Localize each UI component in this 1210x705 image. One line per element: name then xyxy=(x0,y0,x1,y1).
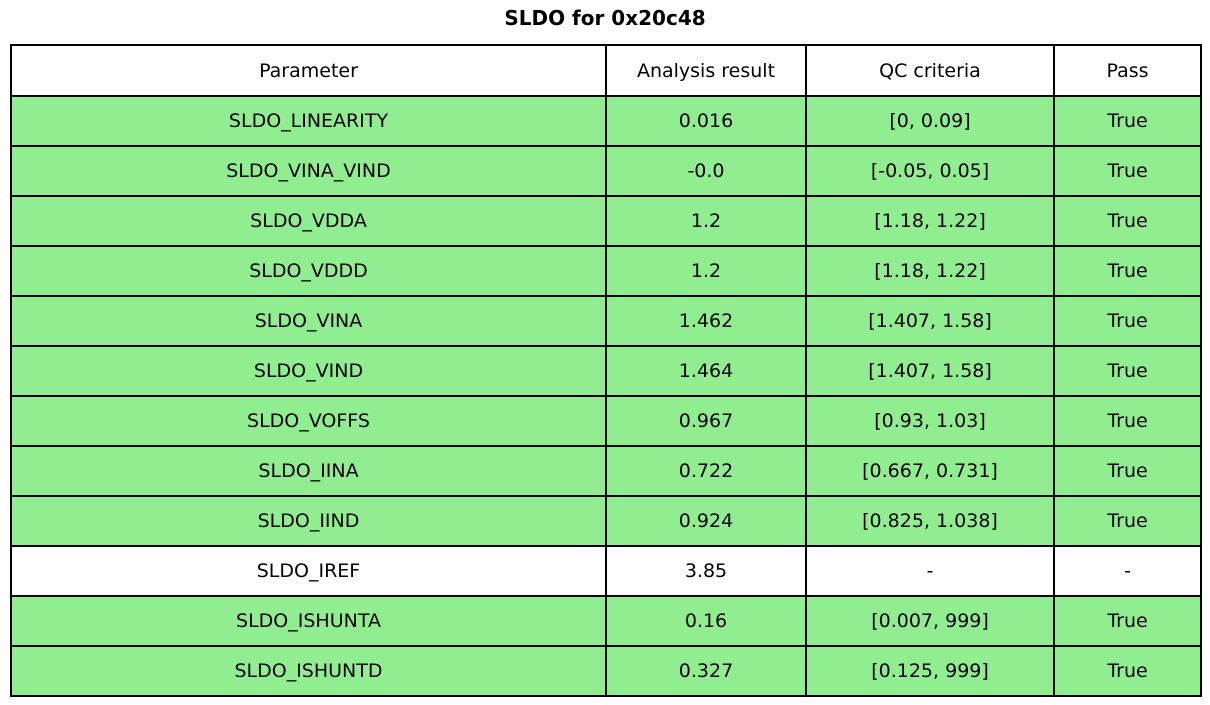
cell-parameter: SLDO_LINEARITY xyxy=(10,95,607,147)
table-row: SLDO_VOFFS 0.967 [0.93, 1.03] True xyxy=(10,395,1202,447)
cell-pass: True xyxy=(1053,195,1202,247)
cell-qc-criteria: [0.93, 1.03] xyxy=(805,395,1055,447)
col-header-qc-criteria: QC criteria xyxy=(805,44,1055,97)
cell-pass: True xyxy=(1053,95,1202,147)
cell-qc-criteria: [0.125, 999] xyxy=(805,645,1055,697)
cell-pass: True xyxy=(1053,595,1202,647)
cell-parameter: SLDO_IIND xyxy=(10,495,607,547)
cell-analysis-result: 1.2 xyxy=(605,195,807,247)
cell-analysis-result: 0.967 xyxy=(605,395,807,447)
col-header-analysis-result: Analysis result xyxy=(605,44,807,97)
cell-qc-criteria: [-0.05, 0.05] xyxy=(805,145,1055,197)
cell-parameter: SLDO_IREF xyxy=(10,545,607,597)
cell-pass: True xyxy=(1053,445,1202,497)
header-row: Parameter Analysis result QC criteria Pa… xyxy=(10,44,1202,97)
cell-parameter: SLDO_VIND xyxy=(10,345,607,397)
table-row: SLDO_IINA 0.722 [0.667, 0.731] True xyxy=(10,445,1202,497)
cell-parameter: SLDO_VDDA xyxy=(10,195,607,247)
cell-parameter: SLDO_VOFFS xyxy=(10,395,607,447)
table-row: SLDO_VDDD 1.2 [1.18, 1.22] True xyxy=(10,245,1202,297)
table-row: SLDO_ISHUNTD 0.327 [0.125, 999] True xyxy=(10,645,1202,697)
cell-pass: True xyxy=(1053,645,1202,697)
cell-qc-criteria: [0, 0.09] xyxy=(805,95,1055,147)
cell-parameter: SLDO_VDDD xyxy=(10,245,607,297)
cell-parameter: SLDO_IINA xyxy=(10,445,607,497)
cell-qc-criteria: [0.667, 0.731] xyxy=(805,445,1055,497)
cell-qc-criteria: [0.007, 999] xyxy=(805,595,1055,647)
cell-qc-criteria: [1.18, 1.22] xyxy=(805,195,1055,247)
cell-pass: True xyxy=(1053,345,1202,397)
cell-analysis-result: 0.722 xyxy=(605,445,807,497)
cell-analysis-result: 0.16 xyxy=(605,595,807,647)
table-row: SLDO_IREF 3.85 - - xyxy=(10,545,1202,597)
table-row: SLDO_IIND 0.924 [0.825, 1.038] True xyxy=(10,495,1202,547)
col-header-parameter: Parameter xyxy=(10,44,607,97)
qc-results-table: Parameter Analysis result QC criteria Pa… xyxy=(10,44,1202,697)
chart-title: SLDO for 0x20c48 xyxy=(504,6,706,30)
cell-parameter: SLDO_ISHUNTD xyxy=(10,645,607,697)
cell-qc-criteria: - xyxy=(805,545,1055,597)
col-header-pass: Pass xyxy=(1053,44,1202,97)
cell-analysis-result: 1.2 xyxy=(605,245,807,297)
cell-analysis-result: 1.464 xyxy=(605,345,807,397)
cell-qc-criteria: [1.407, 1.58] xyxy=(805,295,1055,347)
cell-analysis-result: 3.85 xyxy=(605,545,807,597)
cell-pass: True xyxy=(1053,145,1202,197)
table-row: SLDO_LINEARITY 0.016 [0, 0.09] True xyxy=(10,95,1202,147)
cell-pass: - xyxy=(1053,545,1202,597)
cell-analysis-result: 1.462 xyxy=(605,295,807,347)
cell-analysis-result: 0.327 xyxy=(605,645,807,697)
cell-pass: True xyxy=(1053,245,1202,297)
cell-analysis-result: -0.0 xyxy=(605,145,807,197)
cell-pass: True xyxy=(1053,395,1202,447)
cell-parameter: SLDO_VINA_VIND xyxy=(10,145,607,197)
cell-analysis-result: 0.924 xyxy=(605,495,807,547)
cell-qc-criteria: [1.407, 1.58] xyxy=(805,345,1055,397)
cell-pass: True xyxy=(1053,495,1202,547)
table-row: SLDO_ISHUNTA 0.16 [0.007, 999] True xyxy=(10,595,1202,647)
cell-parameter: SLDO_VINA xyxy=(10,295,607,347)
cell-pass: True xyxy=(1053,295,1202,347)
table-row: SLDO_VINA_VIND -0.0 [-0.05, 0.05] True xyxy=(10,145,1202,197)
table-row: SLDO_VINA 1.462 [1.407, 1.58] True xyxy=(10,295,1202,347)
cell-parameter: SLDO_ISHUNTA xyxy=(10,595,607,647)
cell-qc-criteria: [0.825, 1.038] xyxy=(805,495,1055,547)
cell-qc-criteria: [1.18, 1.22] xyxy=(805,245,1055,297)
table-row: SLDO_VDDA 1.2 [1.18, 1.22] True xyxy=(10,195,1202,247)
cell-analysis-result: 0.016 xyxy=(605,95,807,147)
table-row: SLDO_VIND 1.464 [1.407, 1.58] True xyxy=(10,345,1202,397)
